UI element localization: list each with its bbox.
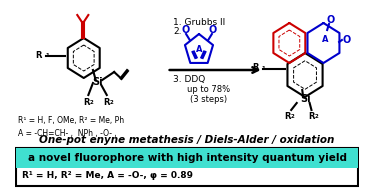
Text: R: R <box>252 64 259 73</box>
Text: O: O <box>327 15 335 25</box>
Text: a novel fluorophore with high intensity quantum yield: a novel fluorophore with high intensity … <box>28 153 346 163</box>
Text: 1: 1 <box>262 66 266 71</box>
Text: R: R <box>104 98 110 107</box>
Text: 2.: 2. <box>173 28 182 36</box>
Text: 2: 2 <box>110 100 113 105</box>
Text: R¹ = H, R² = Me, A = -O-, φ = 0.89: R¹ = H, R² = Me, A = -O-, φ = 0.89 <box>22 171 193 180</box>
Text: 3. DDQ: 3. DDQ <box>173 75 205 84</box>
Text: 1: 1 <box>45 53 49 58</box>
Text: O: O <box>209 25 217 35</box>
Text: O: O <box>342 35 351 45</box>
Text: 2: 2 <box>89 100 93 105</box>
Text: 2: 2 <box>290 114 294 119</box>
Text: 1. Grubbs II: 1. Grubbs II <box>173 18 225 27</box>
Text: R: R <box>308 112 315 121</box>
Bar <box>16 148 358 186</box>
Bar <box>16 148 358 168</box>
Text: A: A <box>322 36 328 44</box>
Text: R: R <box>36 50 42 60</box>
Text: O: O <box>181 25 189 35</box>
Text: Si: Si <box>301 94 311 104</box>
Text: A: A <box>196 46 202 54</box>
Text: up to 78%
(3 steps): up to 78% (3 steps) <box>187 85 230 104</box>
Text: R¹ = H, F, OMe, R² = Me, Ph
A = -CH=CH- ,  NPh , -O- ,: R¹ = H, F, OMe, R² = Me, Ph A = -CH=CH- … <box>18 116 125 138</box>
Text: R: R <box>83 98 90 107</box>
Text: One-pot enyne metathesis / Diels-Alder / oxidation: One-pot enyne metathesis / Diels-Alder /… <box>39 135 335 145</box>
Text: R: R <box>284 112 291 121</box>
Text: 2: 2 <box>314 114 318 119</box>
Text: Si: Si <box>92 77 103 87</box>
